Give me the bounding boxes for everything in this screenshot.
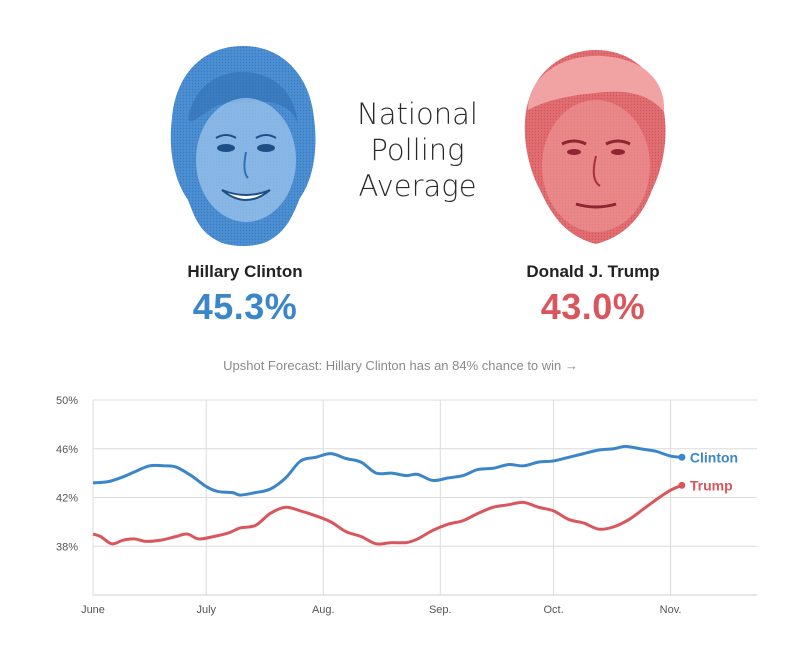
trump-percentage: 43.0% <box>473 286 713 328</box>
y-tick-label: 38% <box>56 541 78 553</box>
clinton-series-line <box>93 446 682 495</box>
headline-line-1: National <box>340 96 495 132</box>
headline-line-2: Polling <box>340 132 495 168</box>
headline-line-3: Average <box>340 168 495 204</box>
y-tick-label: 46% <box>56 444 78 456</box>
trump-series-line <box>93 485 682 544</box>
y-tick-label: 42% <box>56 493 78 505</box>
clinton-series-label: Clinton <box>690 449 738 465</box>
trump-end-point <box>678 482 685 489</box>
clinton-end-point <box>678 454 685 461</box>
x-tick-label: Aug. <box>312 604 335 616</box>
clinton-percentage: 45.3% <box>125 286 365 328</box>
x-tick-label: Oct. <box>543 604 563 616</box>
polling-line-chart: 50% 46% 42% 38% June July Aug. Sep. Oct. Nov. Clin… <box>0 380 801 630</box>
trump-series-label: Trump <box>690 477 733 493</box>
x-tick-label: Sep. <box>429 604 452 616</box>
x-tick-label: Nov. <box>660 604 682 616</box>
trump-name: Donald J. Trump <box>473 262 713 282</box>
x-tick-label: June <box>81 604 105 616</box>
trump-portrait <box>510 40 680 255</box>
y-tick-label: 50% <box>56 395 78 407</box>
clinton-portrait <box>158 40 328 255</box>
clinton-name: Hillary Clinton <box>125 262 365 282</box>
forecast-link[interactable]: Upshot Forecast: Hillary Clinton has an … <box>0 358 801 373</box>
chart-headline: National Polling Average <box>340 96 495 204</box>
x-tick-label: July <box>196 604 216 616</box>
